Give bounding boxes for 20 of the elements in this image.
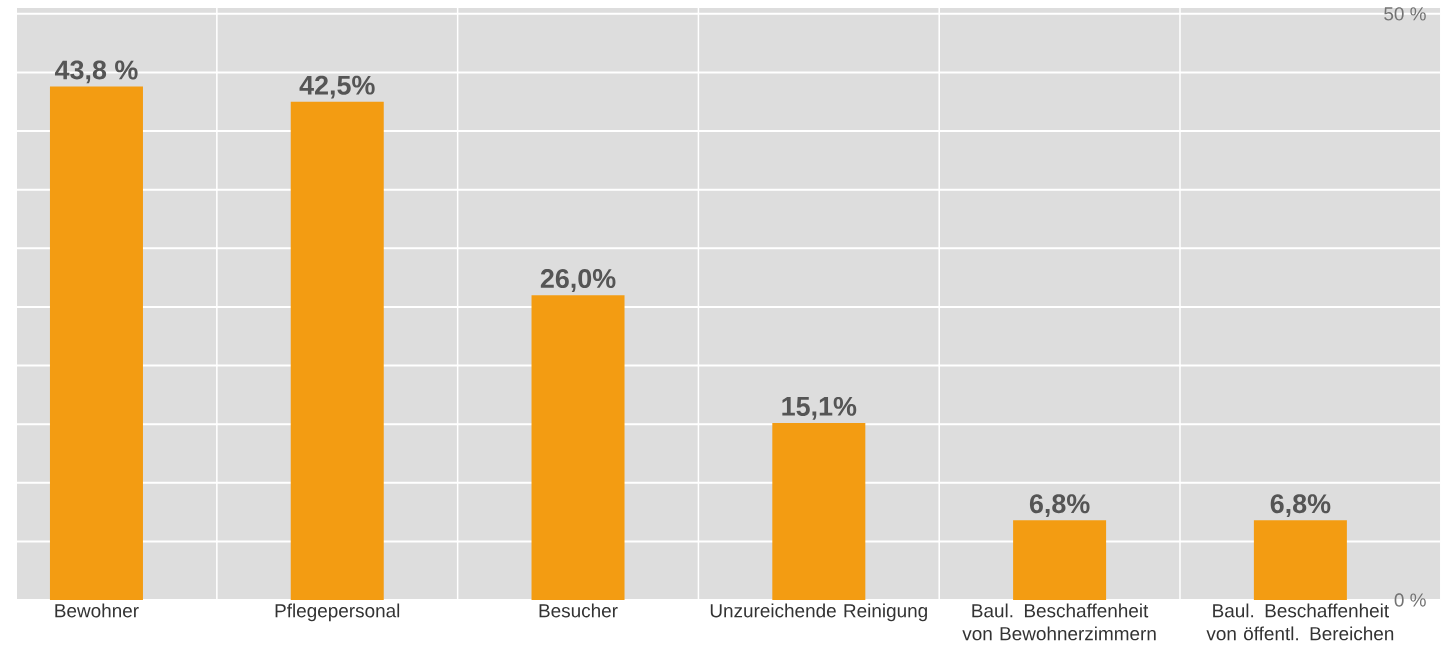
y-tick-label: 50 % bbox=[1384, 7, 1426, 21]
x-tick-label: Unzureichende Reinigung bbox=[710, 603, 927, 622]
y-tick-label: 0 % bbox=[1394, 593, 1426, 607]
bar bbox=[772, 422, 866, 600]
bar bbox=[1013, 520, 1107, 600]
bar bbox=[290, 101, 384, 600]
bar bbox=[531, 295, 625, 600]
x-tick-label: Bewohner bbox=[55, 603, 139, 618]
data-label: 26,0% bbox=[540, 269, 616, 293]
bar bbox=[1253, 520, 1347, 600]
bar bbox=[49, 86, 143, 600]
data-label: 6,8% bbox=[1029, 494, 1090, 518]
data-label: 6,8% bbox=[1270, 494, 1331, 518]
data-label: 42,5% bbox=[299, 75, 375, 99]
data-label: 43,8 % bbox=[54, 60, 138, 84]
x-tick-label: Besucher bbox=[539, 603, 618, 618]
x-tick-label: Pflegepersonal bbox=[275, 603, 400, 622]
x-tick-label: Baul. Beschaffenheit von öffentl. Bereichen bbox=[1206, 603, 1394, 641]
data-label: 15,1% bbox=[782, 396, 857, 420]
x-tick-label: Baul. Beschaffenheit von Bewohnerzimmern bbox=[962, 603, 1156, 641]
